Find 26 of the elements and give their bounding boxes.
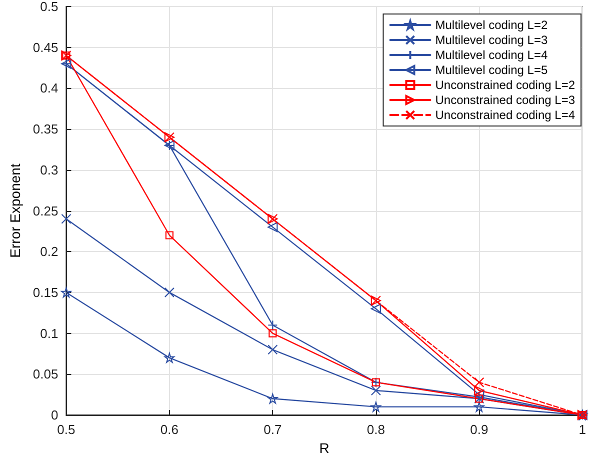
x-tick-label: 0.5 bbox=[57, 422, 76, 437]
y-tick-label: 0.15 bbox=[32, 284, 58, 300]
y-tick-label: 0.05 bbox=[32, 366, 58, 382]
x-axis-title: R bbox=[319, 440, 330, 456]
y-tick-label: 0.25 bbox=[32, 203, 58, 218]
legend-label: Multilevel coding L=2 bbox=[435, 18, 548, 32]
y-tick-label: 0.3 bbox=[40, 162, 58, 178]
y-tick-label: 0.2 bbox=[40, 244, 58, 260]
x-tick-label: 1 bbox=[578, 422, 586, 437]
y-tick-label: 0.4 bbox=[40, 80, 58, 96]
legend-label: Multilevel coding L=5 bbox=[435, 63, 548, 77]
y-axis-title: Error Exponent bbox=[7, 164, 23, 258]
y-tick-label: 0.45 bbox=[32, 40, 58, 55]
legend-label: Unconstrained coding L=3 bbox=[435, 93, 576, 107]
y-tick-label: 0.1 bbox=[40, 326, 58, 341]
legend-label: Multilevel coding L=3 bbox=[435, 33, 548, 47]
x-tick-label: 0.7 bbox=[264, 422, 282, 437]
x-tick-label: 0.6 bbox=[160, 422, 178, 437]
y-tick-label: 0.5 bbox=[40, 0, 58, 14]
x-tick-label: 0.8 bbox=[366, 422, 385, 437]
legend-label: Multilevel coding L=4 bbox=[435, 48, 548, 62]
legend-label: Unconstrained coding L=2 bbox=[435, 78, 576, 92]
legend-label: Unconstrained coding L=4 bbox=[435, 108, 576, 122]
x-tick-label: 0.9 bbox=[470, 422, 488, 437]
y-tick-label: 0.35 bbox=[32, 122, 58, 137]
y-tick-label: 0 bbox=[50, 408, 58, 422]
